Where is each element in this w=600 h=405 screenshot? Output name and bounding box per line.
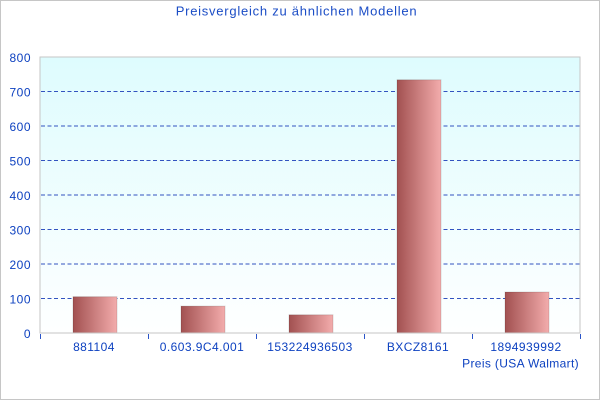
svg-text:300: 300 — [9, 224, 31, 238]
svg-text:400: 400 — [9, 189, 31, 203]
svg-text:500: 500 — [9, 155, 31, 169]
svg-text:Preis (USA Walmart): Preis (USA Walmart) — [462, 357, 579, 371]
svg-text:881104: 881104 — [73, 340, 115, 354]
svg-text:100: 100 — [9, 293, 31, 307]
svg-text:0.603.9C4.001: 0.603.9C4.001 — [160, 340, 245, 354]
svg-text:0: 0 — [24, 327, 31, 341]
svg-text:200: 200 — [9, 258, 31, 272]
svg-text:Preisvergleich zu ähnlichen Mo: Preisvergleich zu ähnlichen Modellen — [176, 4, 418, 19]
svg-text:1894939992: 1894939992 — [490, 340, 561, 354]
svg-text:800: 800 — [9, 51, 31, 65]
svg-text:700: 700 — [9, 86, 31, 100]
svg-text:153224936503: 153224936503 — [267, 340, 353, 354]
svg-text:600: 600 — [9, 120, 31, 134]
svg-text:BXCZ8161: BXCZ8161 — [387, 340, 449, 354]
